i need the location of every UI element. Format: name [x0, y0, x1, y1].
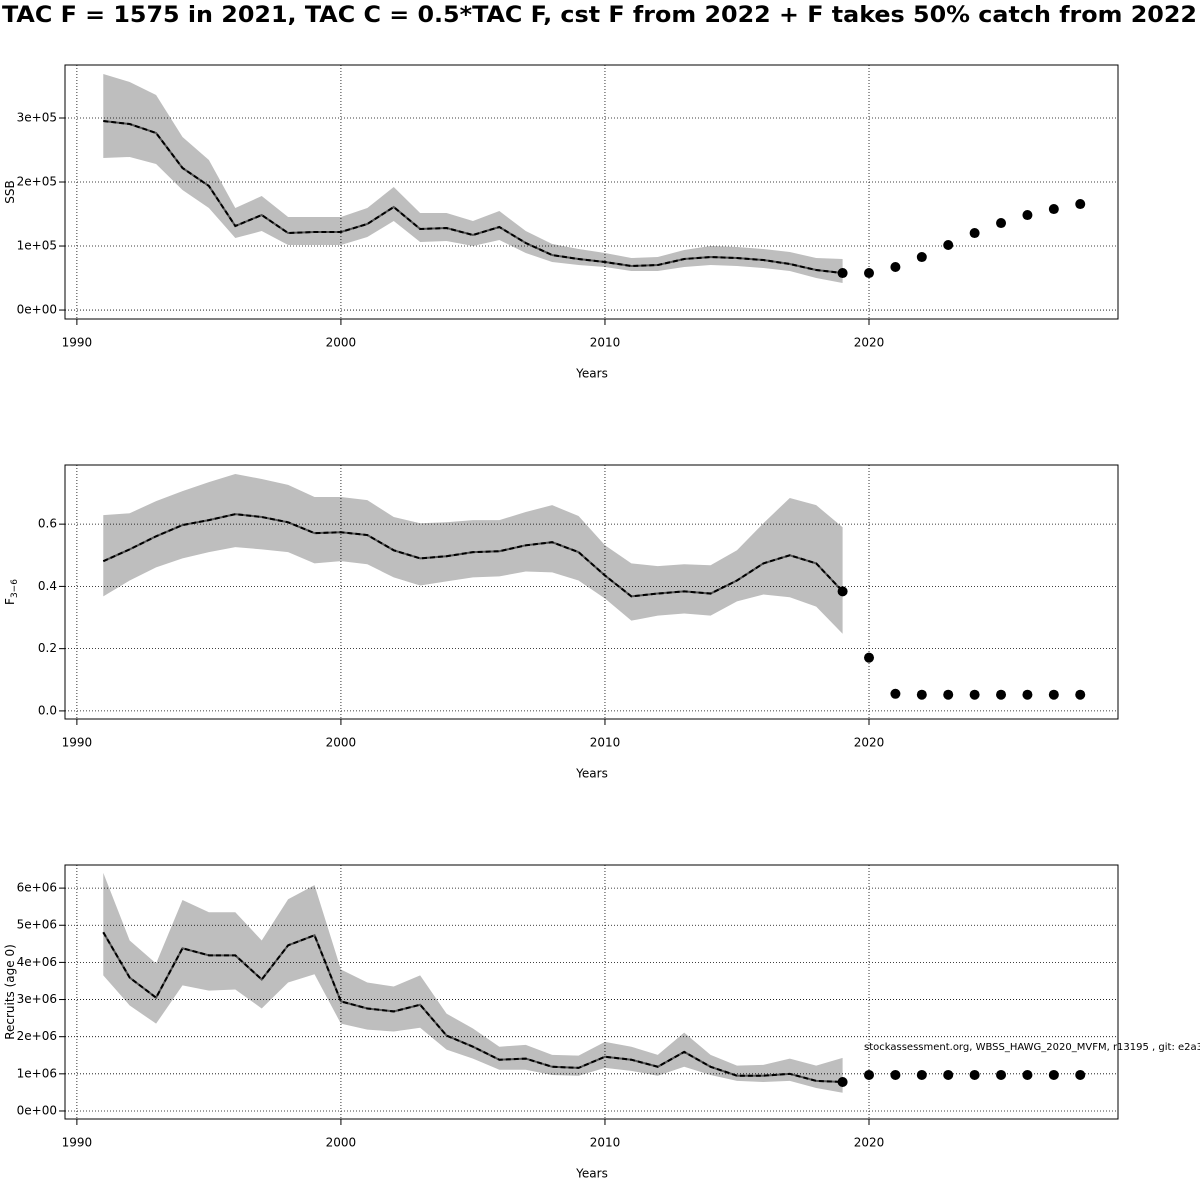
- y-tick-label: 0.6: [38, 517, 57, 531]
- projection-point: [916, 252, 927, 263]
- y-tick-label: 6e+06: [17, 881, 57, 895]
- x-axis-label: Years: [575, 367, 608, 381]
- x-tick-label: 2020: [854, 736, 885, 750]
- y-tick-label: 5e+06: [17, 918, 57, 932]
- projection-point: [996, 1069, 1007, 1080]
- projection-point: [1075, 689, 1086, 700]
- y-tick-label: 0.4: [38, 579, 57, 593]
- estimate-line: [102, 513, 844, 598]
- y-axis-label: Recruits (age 0): [3, 944, 17, 1040]
- y-tick-label: 3e+05: [17, 111, 57, 125]
- projection-point: [943, 1069, 954, 1080]
- confidence-band: [103, 872, 843, 1093]
- plot-frame: [64, 864, 1119, 1120]
- y-axis-label-main: Recruits (age 0): [3, 944, 17, 1040]
- y-axis-label: F3−6: [3, 579, 20, 605]
- y-axis-label-sub: 3−6: [10, 579, 20, 598]
- y-tick-label: 3e+06: [17, 992, 57, 1006]
- projection-point: [943, 689, 954, 700]
- x-tick-label: 2000: [326, 336, 357, 350]
- projection-point: [1022, 1069, 1033, 1080]
- projection-point: [1022, 689, 1033, 700]
- projection-point: [1075, 1069, 1086, 1080]
- y-axis-label: SSB: [3, 180, 17, 203]
- x-tick-label: 1990: [62, 1136, 93, 1150]
- projection-point: [1048, 689, 1059, 700]
- footnote: stockassessment.org, WBSS_HAWG_2020_MVFM…: [864, 1042, 1200, 1053]
- projection-point: [1048, 1069, 1059, 1080]
- y-tick-label: 2e+06: [17, 1029, 57, 1043]
- projection-point: [890, 262, 901, 273]
- plot-frame: [64, 464, 1119, 720]
- confidence-band: [103, 73, 843, 284]
- y-tick-label: 0e+00: [17, 303, 57, 317]
- x-tick-label: 2010: [590, 736, 621, 750]
- projection-point: [1022, 210, 1033, 221]
- projection-point: [837, 268, 848, 279]
- x-tick-label: 2000: [326, 1136, 357, 1150]
- plot-frame: [64, 64, 1119, 320]
- x-tick-label: 2020: [854, 1136, 885, 1150]
- projection-point: [837, 586, 848, 597]
- y-tick-label: 1e+06: [17, 1066, 57, 1080]
- estimate-line: [102, 931, 843, 1083]
- projection-point: [890, 1069, 901, 1080]
- y-axis-label-main: SSB: [3, 180, 17, 203]
- projection-point: [996, 689, 1007, 700]
- y-tick-label: 0.2: [38, 641, 57, 655]
- x-tick-label: 1990: [62, 336, 93, 350]
- projection-point: [1048, 204, 1059, 215]
- estimate-line: [103, 120, 843, 275]
- projection-point: [969, 228, 980, 239]
- projection-point: [916, 1069, 927, 1080]
- projection-point: [890, 688, 901, 699]
- projection-point: [943, 240, 954, 251]
- y-tick-label: 4e+06: [17, 955, 57, 969]
- x-tick-label: 2010: [590, 1136, 621, 1150]
- x-tick-label: 2010: [590, 336, 621, 350]
- projection-point: [916, 689, 927, 700]
- projection-point: [837, 1077, 848, 1088]
- projection-point: [864, 1069, 875, 1080]
- y-tick-label: 0e+00: [17, 1103, 57, 1117]
- confidence-band: [103, 474, 843, 634]
- x-axis-label: Years: [575, 1167, 608, 1181]
- projection-point: [969, 1069, 980, 1080]
- projection-point: [969, 689, 980, 700]
- title: TAC F = 1575 in 2021, TAC C = 0.5*TAC F,…: [2, 3, 1197, 28]
- x-tick-label: 1990: [62, 736, 93, 750]
- y-tick-label: 0.0: [38, 703, 57, 717]
- projection-point: [1075, 199, 1086, 210]
- estimate-line-shadow: [102, 931, 843, 1083]
- x-axis-label: Years: [575, 767, 608, 781]
- y-tick-label: 2e+05: [17, 175, 57, 189]
- projection-point: [864, 652, 875, 663]
- x-tick-label: 2020: [854, 336, 885, 350]
- projection-point: [864, 268, 875, 279]
- y-axis-label-main: F: [3, 598, 17, 605]
- projection-point: [996, 218, 1007, 229]
- x-tick-label: 2000: [326, 736, 357, 750]
- y-tick-label: 1e+05: [17, 239, 57, 253]
